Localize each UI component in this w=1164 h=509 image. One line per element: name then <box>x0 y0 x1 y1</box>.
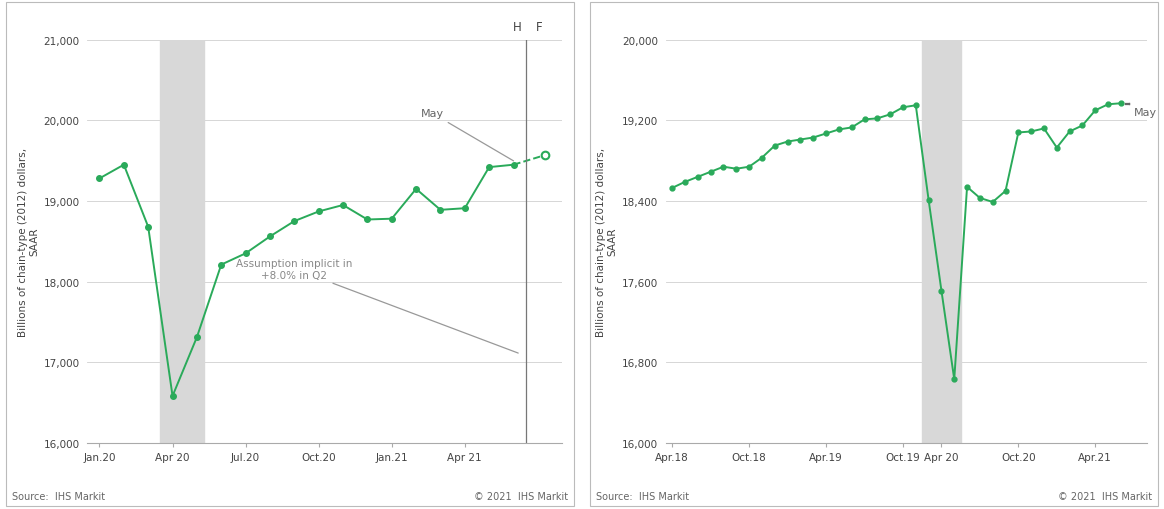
Bar <box>922 41 960 443</box>
Text: May: May <box>1134 107 1157 118</box>
Text: © 2021  IHS Markit: © 2021 IHS Markit <box>474 491 568 501</box>
Bar <box>161 41 204 443</box>
Y-axis label: Billions of chain-type (2012) dollars,
SAAR: Billions of chain-type (2012) dollars, S… <box>17 148 40 336</box>
Text: Forecast assumptions: Forecast assumptions <box>13 15 184 30</box>
Text: May: May <box>421 109 513 161</box>
Text: Recent historical data: Recent historical data <box>597 15 769 30</box>
Text: Source:  IHS Markit: Source: IHS Markit <box>596 491 689 501</box>
Text: Source:  IHS Markit: Source: IHS Markit <box>12 491 105 501</box>
Text: H: H <box>513 21 521 34</box>
Text: Assumption implicit in
+8.0% in Q2: Assumption implicit in +8.0% in Q2 <box>236 259 518 353</box>
Y-axis label: Billions of chain-type (2012) dollars,
SAAR: Billions of chain-type (2012) dollars, S… <box>596 148 618 336</box>
Text: F: F <box>535 21 542 34</box>
Text: © 2021  IHS Markit: © 2021 IHS Markit <box>1058 491 1152 501</box>
